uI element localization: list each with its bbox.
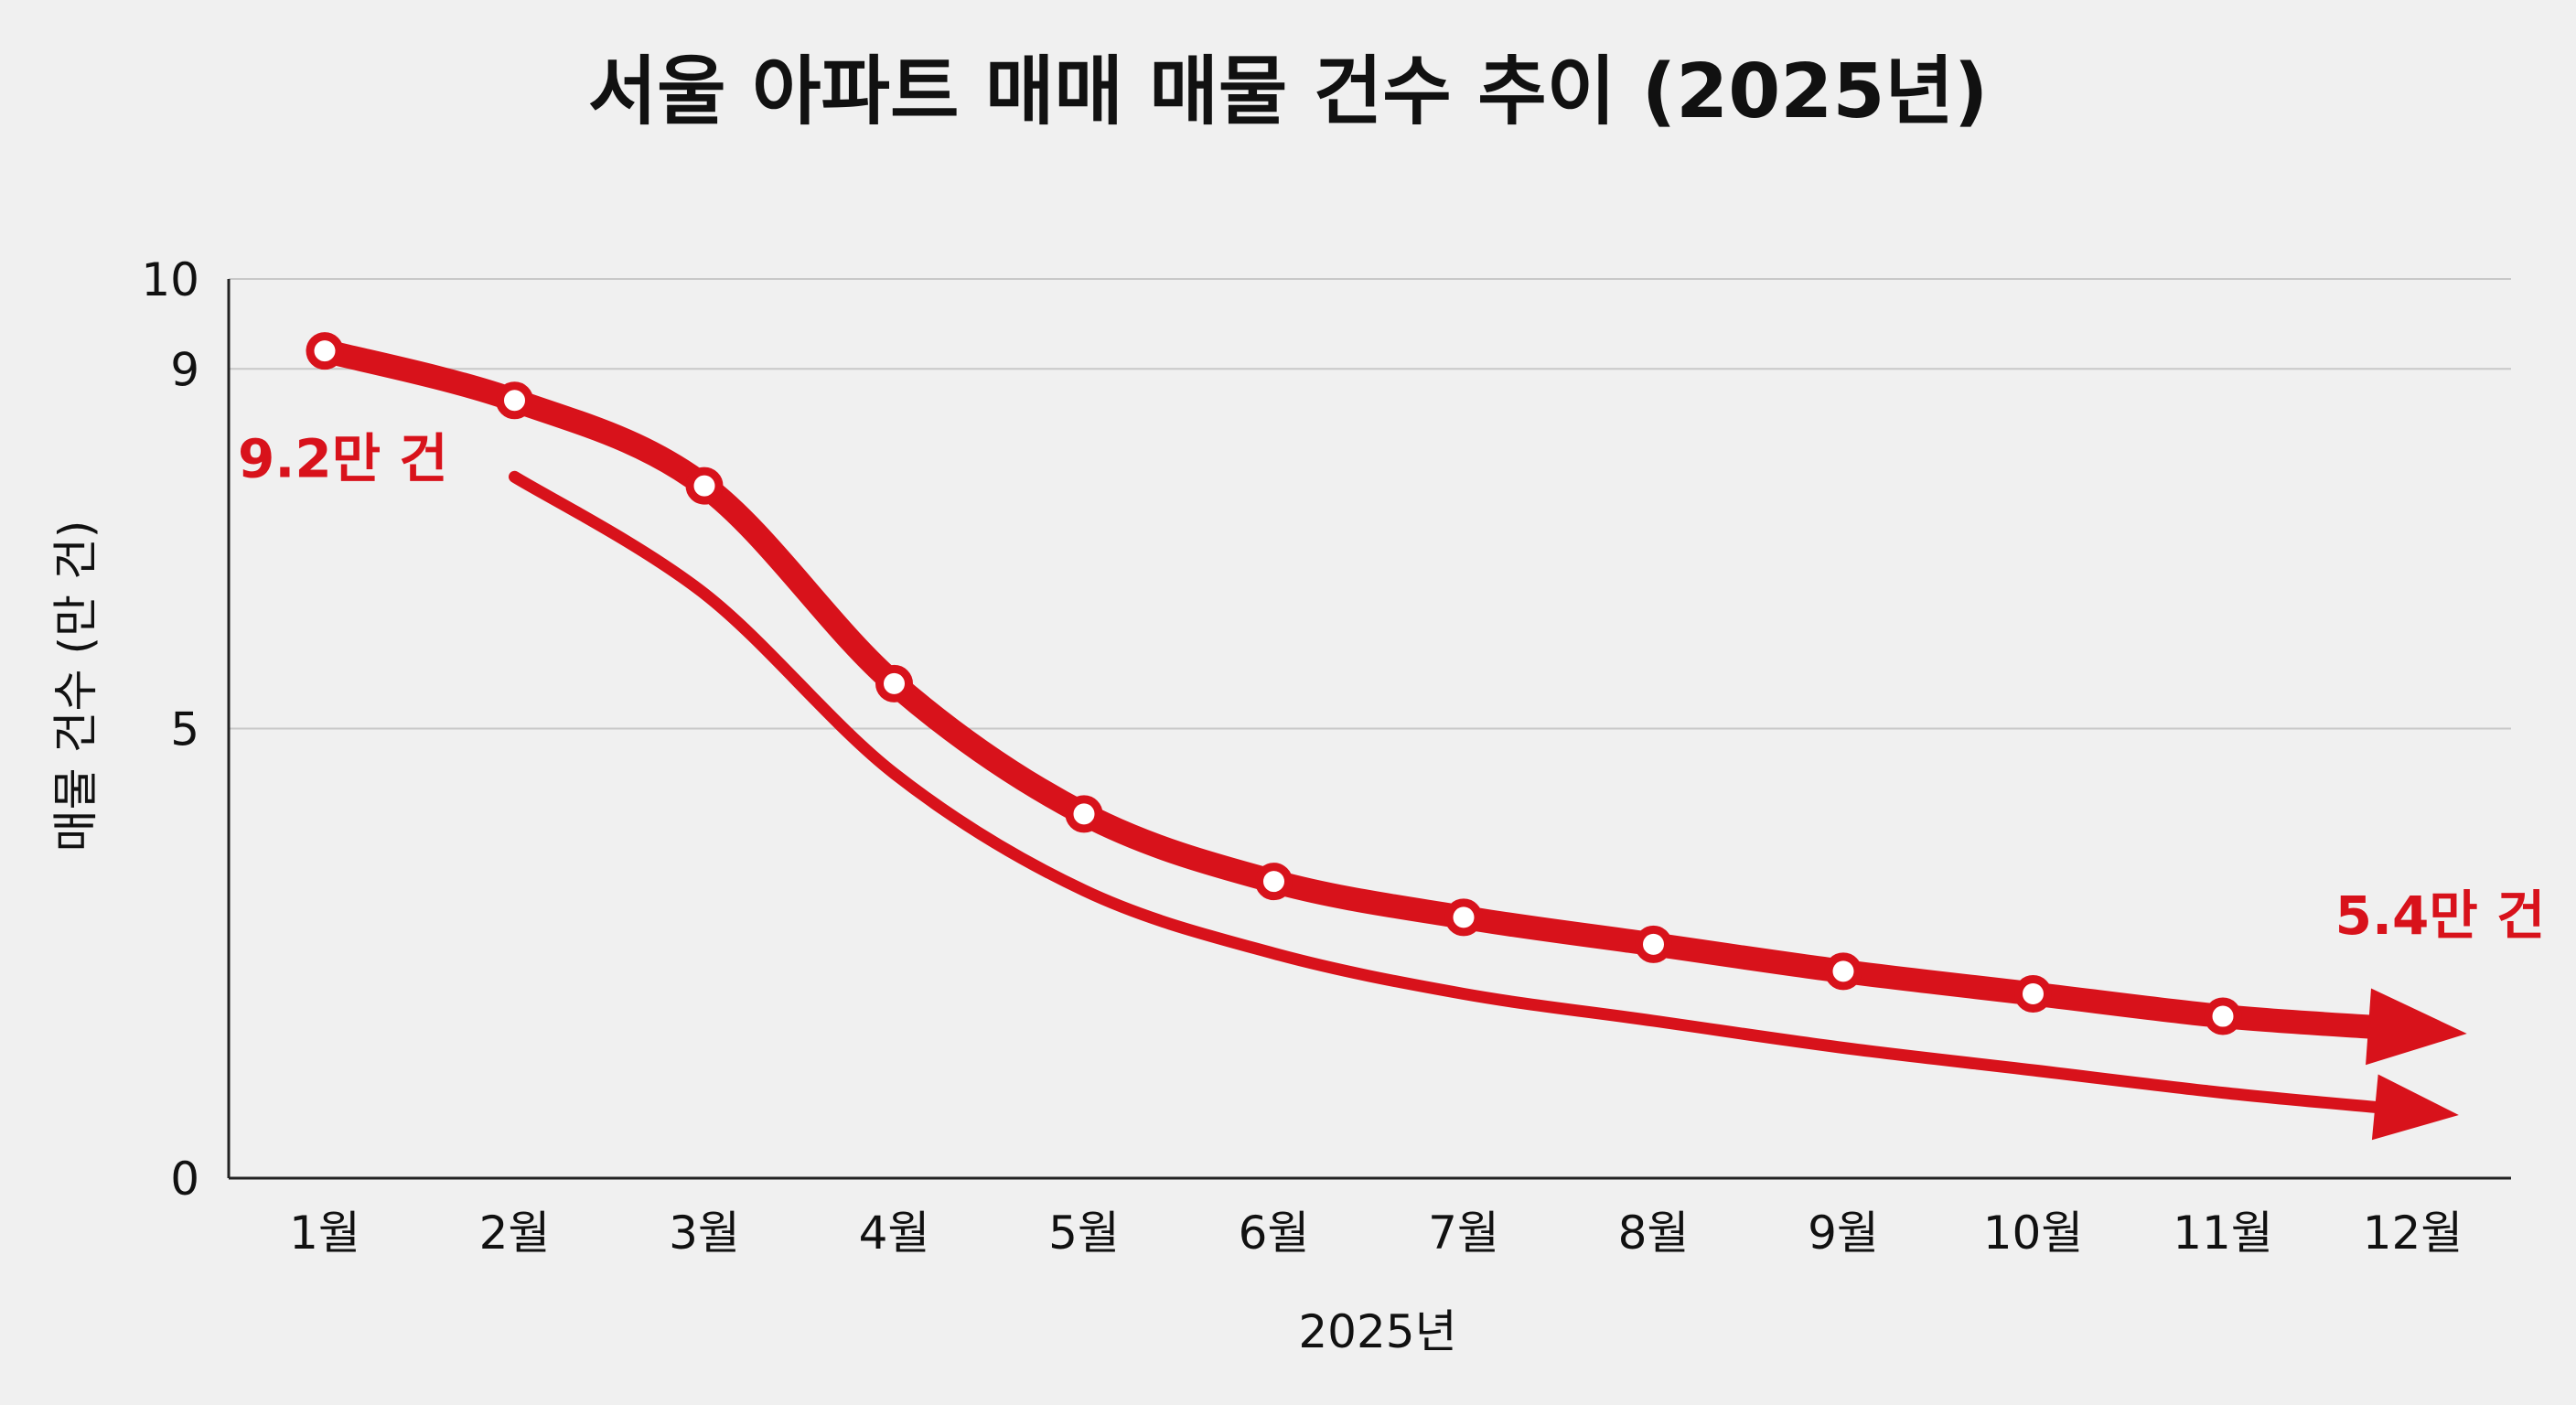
y-tick-label-5: 5 xyxy=(170,703,199,756)
chart-title: 서울 아파트 매매 매물 건수 추이 (2025년) xyxy=(588,48,1989,135)
series-0-point-8 xyxy=(1635,925,1672,963)
series-0-point-1 xyxy=(306,332,344,370)
series-1 xyxy=(509,470,2459,1141)
annotation-label-2: 5.4만 건 xyxy=(2335,885,2546,947)
series-0-point-4 xyxy=(875,664,913,702)
annotations: 9.2만 건 5.4만 건 xyxy=(238,428,2545,947)
series-layer xyxy=(306,332,2467,1141)
x-tick-labels: 1월 2월 3월 4월 5월 6월 7월 8월 9월 10월 11월 12월 xyxy=(289,1207,2463,1260)
series-0-point-3 xyxy=(685,467,724,505)
y-tick-label-9: 9 xyxy=(170,343,199,396)
series-0-point-2 xyxy=(496,381,533,420)
x-tick-label-11: 11월 xyxy=(2173,1207,2273,1260)
x-tick-label-6: 6월 xyxy=(1239,1207,1310,1260)
series-0-point-9 xyxy=(1824,952,1862,991)
y-axis-label: 매물 건수 (만 건) xyxy=(49,520,102,853)
grid-lines xyxy=(229,278,2511,730)
axes xyxy=(227,279,2511,1180)
series-0-point-5 xyxy=(1065,795,1103,833)
x-tick-label-4: 4월 xyxy=(859,1207,930,1260)
series-0-point-7 xyxy=(1444,898,1483,937)
x-tick-label-10: 10월 xyxy=(1983,1207,2084,1260)
x-tick-label-12: 12월 xyxy=(2363,1207,2463,1260)
x-tick-label-8: 8월 xyxy=(1618,1207,1690,1260)
series-1-arrowhead xyxy=(2371,1074,2459,1141)
x-tick-label-2: 2월 xyxy=(479,1207,551,1260)
x-tick-label-1: 1월 xyxy=(289,1207,360,1260)
x-tick-label-3: 3월 xyxy=(669,1207,740,1260)
series-0 xyxy=(306,332,2467,1066)
y-tick-labels: 0 5 9 10 xyxy=(141,253,199,1206)
y-tick-label-0: 0 xyxy=(170,1153,199,1206)
series-1-line xyxy=(509,470,2392,1114)
series-0-point-10 xyxy=(2014,974,2052,1013)
series-0-point-6 xyxy=(1255,863,1293,901)
x-tick-label-7: 7월 xyxy=(1428,1207,1499,1260)
x-axis-label: 2025년 xyxy=(1298,1305,1456,1358)
series-0-point-11 xyxy=(2204,997,2242,1035)
annotation-label-1: 9.2만 건 xyxy=(238,428,448,490)
x-tick-label-9: 9월 xyxy=(1808,1207,1879,1260)
series-0-arrowhead xyxy=(2366,988,2467,1066)
x-tick-label-5: 5월 xyxy=(1048,1207,1120,1260)
y-tick-label-10: 10 xyxy=(141,253,199,306)
